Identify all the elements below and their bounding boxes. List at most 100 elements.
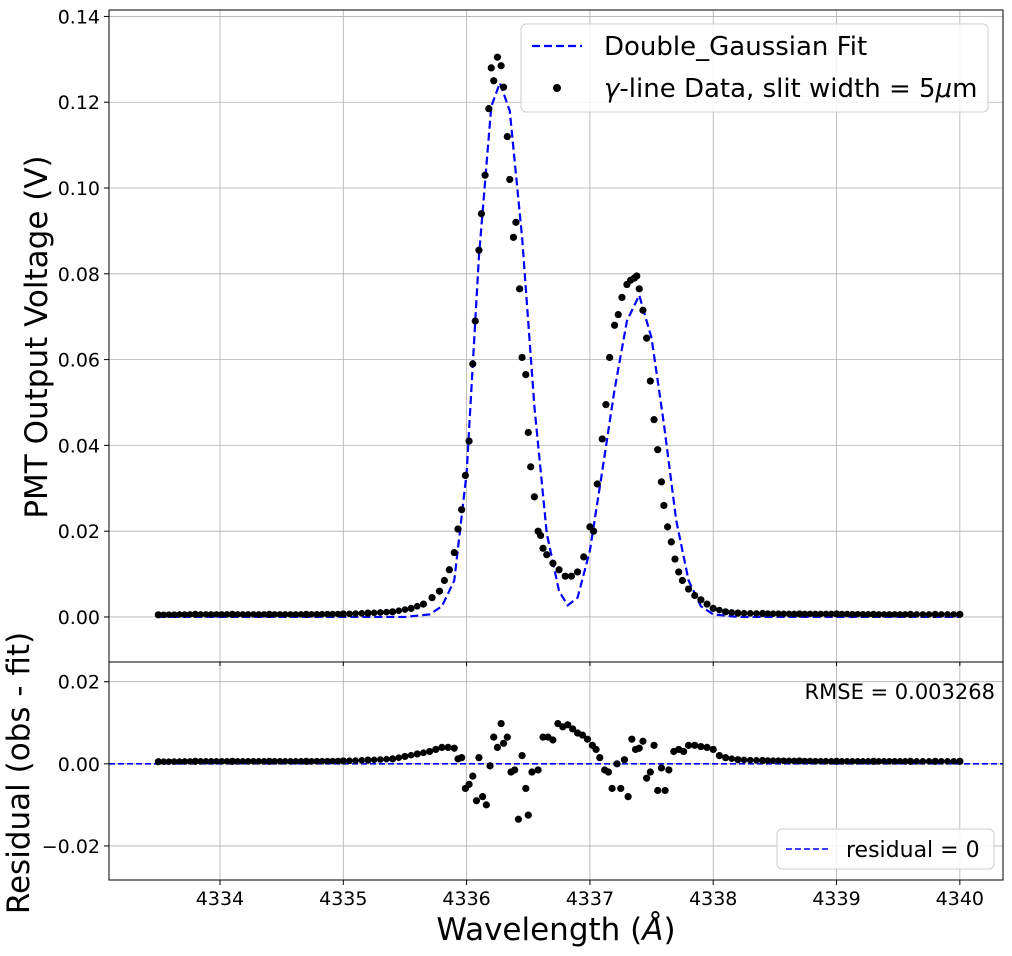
residual-point (896, 758, 904, 765)
data-point (593, 480, 601, 488)
data-point (271, 611, 278, 618)
data-point (207, 611, 215, 618)
residual-point (352, 757, 359, 764)
residual-point (564, 721, 572, 729)
residual-point (334, 757, 342, 765)
data-point (255, 611, 263, 618)
residual-legend-box (776, 828, 995, 870)
data-point (191, 610, 199, 618)
residual-point (596, 754, 604, 762)
data-point (516, 285, 524, 293)
data-point (906, 610, 915, 618)
residual-point (628, 735, 636, 743)
data-point (389, 608, 397, 616)
data-point (170, 611, 178, 618)
data-point (806, 610, 814, 618)
residual-y-ticks: −0.02 0.00 0.02 (42, 672, 109, 858)
residual-point (250, 758, 257, 765)
data-point (522, 371, 530, 379)
data-point (610, 321, 619, 329)
data-point (181, 611, 189, 618)
residual-point (465, 780, 473, 788)
residual-point (620, 756, 629, 764)
residual-point (202, 758, 210, 765)
data-point (646, 377, 654, 385)
residual-point (661, 786, 669, 795)
residual-point (624, 793, 632, 801)
residual-point (186, 758, 194, 765)
residual-point (919, 758, 927, 765)
data-point (490, 77, 498, 85)
data-point (536, 531, 545, 540)
data-point (901, 611, 909, 618)
residual-point (650, 741, 658, 749)
residual-point (389, 755, 397, 763)
residual-point (822, 757, 830, 765)
data-point (481, 171, 489, 179)
legend-gamma-symbol: γ (604, 74, 621, 104)
data-point (497, 62, 505, 70)
residual-point (801, 757, 809, 765)
x-tick-label: 4340 (936, 888, 984, 910)
residual-point (493, 743, 502, 751)
residual-point (812, 757, 819, 765)
data-point (524, 428, 532, 437)
residual-point (931, 757, 939, 765)
residual-point (715, 752, 723, 760)
data-point (503, 132, 511, 141)
data-point (413, 602, 421, 610)
main-y-tick-label: 0.04 (58, 435, 100, 457)
residual-point (534, 766, 542, 774)
residual-point (472, 797, 481, 805)
residual-point (469, 772, 477, 780)
residual-point (697, 742, 705, 751)
data-point (364, 609, 372, 617)
data-point (753, 610, 760, 617)
main-y-ticks: 0.00 0.02 0.04 0.06 0.08 0.10 0.12 0.14 (58, 6, 109, 629)
residual-point (503, 733, 511, 741)
x-tick-label: 4335 (319, 888, 367, 910)
data-point (176, 611, 183, 618)
data-point (458, 506, 466, 514)
residual-point (522, 784, 530, 793)
data-point (445, 566, 453, 574)
data-point (265, 610, 273, 618)
data-point (555, 566, 563, 574)
residual-point (583, 735, 592, 743)
residual-point (223, 758, 231, 765)
main-y-tick-label: 0.12 (58, 92, 100, 114)
residual-point (370, 756, 378, 764)
residual-point (482, 801, 490, 809)
data-point (358, 610, 366, 617)
data-point (308, 611, 315, 618)
residual-point (728, 755, 736, 762)
residual-point (271, 758, 278, 765)
residual-point (490, 733, 498, 741)
residual-point (721, 754, 730, 762)
data-point (684, 585, 693, 593)
data-point (512, 218, 520, 226)
data-point (838, 610, 846, 618)
residual-point (780, 757, 787, 765)
residual-point (479, 793, 487, 801)
residual-point (901, 758, 909, 765)
residual-point (302, 757, 310, 765)
data-point (527, 463, 535, 471)
residual-y-tick-label: −0.02 (42, 836, 100, 858)
residual-point (426, 747, 434, 756)
legend-data-label: γ-line Data, slit width = 5μm (604, 74, 977, 104)
data-point (780, 610, 787, 618)
residual-data-points (154, 719, 964, 823)
residual-point (228, 757, 236, 765)
residual-point (956, 757, 964, 765)
main-data-points (154, 53, 964, 619)
residual-point (297, 758, 305, 765)
residual-point (524, 811, 532, 819)
residual-point (906, 757, 915, 765)
main-y-tick-label: 0.14 (58, 6, 100, 28)
residual-point (239, 758, 247, 765)
residual-point (528, 768, 536, 776)
residual-point (608, 784, 616, 793)
